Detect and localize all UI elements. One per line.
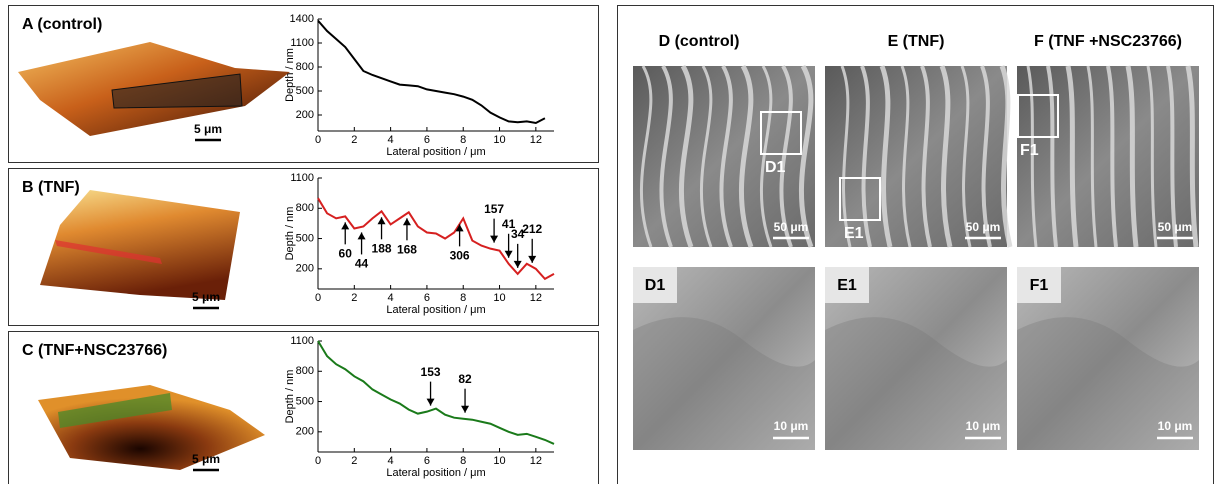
line-series (318, 21, 545, 123)
arrow-head (514, 261, 522, 268)
annotation-label: 44 (355, 257, 369, 271)
x-tick-label: 2 (351, 292, 357, 304)
x-tick-label: 4 (388, 292, 394, 304)
column-title: D (control) (659, 33, 740, 50)
x-tick-label: 6 (424, 134, 430, 146)
x-tick-label: 10 (493, 134, 505, 146)
panel-title: A (control) (22, 16, 102, 33)
x-tick-label: 12 (530, 455, 542, 467)
detail-label: E1 (837, 277, 857, 294)
y-tick-label: 500 (296, 232, 314, 244)
line-series (318, 341, 554, 444)
scale-bar-label: 10 μm (1158, 419, 1193, 433)
arrow-head (490, 236, 498, 243)
y-axis-label: Depth / nm (284, 370, 296, 424)
x-tick-label: 4 (388, 455, 394, 467)
scale-bar-label: 50 μm (1158, 220, 1193, 234)
x-tick-label: 2 (351, 134, 357, 146)
figure: A (control)20050080011001400024681012Lat… (0, 0, 1215, 484)
annotation-label: 212 (522, 222, 542, 236)
y-tick-label: 1100 (290, 172, 314, 184)
panel-title: C (TNF+NSC23766) (22, 342, 167, 359)
scale-bar-label: 10 μm (774, 419, 809, 433)
x-tick-label: 6 (424, 455, 430, 467)
inset-label: D1 (765, 159, 786, 176)
scale-bar-label: 5 μm (192, 290, 220, 304)
y-tick-label: 200 (296, 109, 314, 121)
y-tick-label: 500 (296, 395, 314, 407)
inset-label: F1 (1020, 142, 1039, 159)
arrow-head (403, 218, 411, 225)
y-tick-label: 500 (296, 85, 314, 97)
x-tick-label: 0 (315, 134, 321, 146)
scale-bar-label: 10 μm (966, 419, 1001, 433)
y-tick-label: 800 (296, 202, 314, 214)
annotation-label: 153 (421, 365, 441, 379)
x-axis-label: Lateral position / μm (386, 146, 485, 158)
left-panels (9, 6, 599, 484)
arrow-head (427, 399, 435, 406)
y-tick-label: 1100 (290, 37, 314, 49)
scale-bar-label: 50 μm (966, 220, 1001, 234)
x-tick-label: 8 (460, 455, 466, 467)
annotation-label: 306 (450, 249, 470, 263)
inset-label: E1 (844, 225, 864, 242)
x-tick-label: 6 (424, 292, 430, 304)
x-tick-label: 12 (530, 292, 542, 304)
y-axis-label: Depth / nm (284, 48, 296, 102)
x-axis-label: Lateral position / μm (386, 304, 485, 316)
x-tick-label: 10 (493, 292, 505, 304)
arrow-head (358, 232, 366, 239)
x-tick-label: 4 (388, 134, 394, 146)
annotation-label: 168 (397, 242, 417, 256)
x-tick-label: 0 (315, 455, 321, 467)
annotation-label: 188 (372, 241, 392, 255)
y-tick-label: 200 (296, 426, 314, 438)
y-tick-label: 800 (296, 61, 314, 73)
y-axis-label: Depth / nm (284, 207, 296, 261)
arrow-head (505, 251, 513, 258)
x-tick-label: 2 (351, 455, 357, 467)
detail-label: F1 (1030, 277, 1049, 294)
x-tick-label: 10 (493, 455, 505, 467)
detail-label: D1 (645, 277, 666, 294)
x-axis-label: Lateral position / μm (386, 467, 485, 479)
y-tick-label: 200 (296, 263, 314, 275)
x-tick-label: 12 (530, 134, 542, 146)
scale-bar-label: 5 μm (194, 122, 222, 136)
x-tick-label: 8 (460, 292, 466, 304)
y-tick-label: 1400 (290, 13, 314, 25)
scale-bar-label: 5 μm (192, 452, 220, 466)
panel-title: B (TNF) (22, 179, 80, 196)
column-title: E (TNF) (888, 33, 945, 50)
column-title: F (TNF +NSC23766) (1034, 33, 1182, 50)
annotation-label: 60 (339, 247, 353, 261)
y-tick-label: 1100 (290, 335, 314, 347)
x-tick-label: 0 (315, 292, 321, 304)
x-tick-label: 8 (460, 134, 466, 146)
arrow-head (341, 222, 349, 229)
annotation-label: 157 (484, 202, 504, 216)
scale-bar-label: 50 μm (774, 220, 809, 234)
arrow-head (461, 406, 469, 413)
y-tick-label: 800 (296, 365, 314, 377)
arrow-head (378, 217, 386, 224)
annotation-label: 82 (458, 372, 472, 386)
arrow-head (528, 256, 536, 263)
